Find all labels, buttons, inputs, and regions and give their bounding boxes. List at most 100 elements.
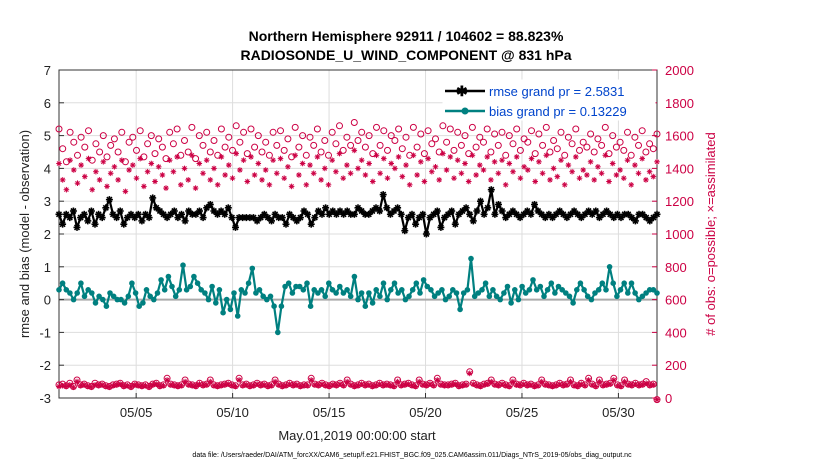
bias-point bbox=[650, 287, 657, 293]
bias-point bbox=[121, 300, 128, 306]
obs-assimilated-surface-point bbox=[535, 382, 541, 389]
bias-point bbox=[337, 283, 343, 290]
rmse-point bbox=[257, 214, 265, 222]
bias-point bbox=[643, 290, 649, 296]
obs-assimilated-point bbox=[613, 172, 620, 178]
obs-possible-point bbox=[605, 150, 613, 158]
obs-assimilated-point bbox=[536, 159, 542, 165]
bias-point bbox=[515, 296, 522, 303]
rmse-point bbox=[145, 214, 153, 222]
obs-assimilated-point bbox=[200, 170, 206, 177]
rmse-point bbox=[69, 207, 77, 215]
rmse-point bbox=[181, 217, 189, 225]
obs-possible-point bbox=[284, 135, 292, 143]
bias-point bbox=[205, 296, 212, 303]
obs-possible-point bbox=[110, 135, 118, 143]
series-obs-possible bbox=[55, 119, 661, 404]
rmse-point bbox=[199, 214, 207, 222]
obs-assimilated-point bbox=[502, 182, 509, 188]
obs-assimilated-point bbox=[248, 154, 254, 160]
obs-possible-point bbox=[494, 141, 502, 149]
series-bias bbox=[56, 255, 660, 336]
obs-possible-point bbox=[203, 128, 211, 136]
obs-assimilated-surface-point bbox=[146, 384, 152, 391]
obs-assimilated-surface-point bbox=[567, 378, 574, 385]
obs-assimilated-point bbox=[133, 175, 140, 181]
obs-possible-point bbox=[262, 138, 270, 146]
obs-possible-point bbox=[169, 140, 177, 148]
obs-assimilated-point bbox=[119, 157, 125, 163]
obs-possible-point bbox=[391, 137, 399, 144]
obs-assimilated-point bbox=[569, 168, 575, 175]
rmse-point bbox=[178, 210, 185, 218]
obs-possible-point bbox=[624, 128, 631, 136]
obs-possible-point bbox=[158, 143, 166, 151]
bias-point bbox=[165, 273, 172, 280]
bias-point bbox=[460, 290, 467, 296]
rmse-point bbox=[592, 207, 600, 215]
obs-assimilated-point bbox=[576, 175, 583, 181]
obs-assimilated-surface-point bbox=[139, 383, 145, 390]
rmse-point bbox=[307, 220, 315, 228]
obs-possible-point bbox=[295, 143, 303, 151]
obs-assimilated-surface-point bbox=[279, 383, 286, 390]
obs-assimilated-point bbox=[336, 150, 343, 157]
obs-possible-point bbox=[144, 140, 152, 148]
legend-rmse-marker: ✱ bbox=[456, 83, 468, 99]
obs-possible-point bbox=[579, 138, 587, 146]
obs-assimilated-point bbox=[107, 170, 114, 177]
rmse-point bbox=[232, 223, 239, 231]
obs-assimilated-surface-point bbox=[308, 377, 315, 383]
obs-assimilated-surface-point bbox=[344, 378, 351, 385]
obs-assimilated-surface-point bbox=[164, 377, 170, 383]
bias-point bbox=[537, 283, 544, 290]
obs-assimilated-point bbox=[262, 167, 269, 173]
bias-point bbox=[129, 280, 135, 287]
bias-point bbox=[570, 300, 576, 306]
obs-possible-point bbox=[140, 153, 148, 161]
bias-point bbox=[417, 290, 423, 296]
obs-assimilated-surface-point bbox=[297, 383, 304, 390]
obs-possible-point bbox=[505, 132, 513, 140]
rmse-point bbox=[433, 207, 441, 215]
bias-point bbox=[238, 287, 245, 293]
obs-possible-point bbox=[373, 123, 380, 131]
obs-assimilated-point bbox=[152, 178, 158, 185]
obs-assimilated-surface-point bbox=[456, 383, 462, 390]
bias-point bbox=[486, 293, 493, 300]
bias-point bbox=[439, 287, 445, 293]
rmse-point bbox=[59, 220, 67, 228]
obs-possible-point bbox=[59, 145, 67, 153]
bias-point bbox=[493, 293, 500, 300]
obs-possible-point bbox=[646, 140, 654, 148]
obs-possible-point bbox=[413, 143, 421, 151]
obs-possible-point bbox=[642, 148, 650, 156]
obs-possible-point bbox=[74, 151, 81, 159]
obs-assimilated-point bbox=[488, 177, 494, 183]
obs-assimilated-point bbox=[207, 177, 214, 183]
obs-possible-point bbox=[502, 151, 510, 159]
obs-assimilated-point bbox=[347, 170, 354, 177]
obs-assimilated-point bbox=[273, 170, 280, 177]
bias-point bbox=[457, 306, 463, 313]
obs-assimilated-surface-point bbox=[56, 383, 62, 390]
obs-assimilated-point bbox=[229, 175, 236, 181]
obs-possible-point bbox=[339, 146, 347, 154]
bias-point bbox=[285, 280, 292, 287]
obs-assimilated-point bbox=[122, 188, 129, 195]
bias-point bbox=[198, 287, 204, 293]
obs-assimilated-surface-point bbox=[387, 382, 394, 389]
obs-possible-point bbox=[590, 148, 598, 156]
bias-point bbox=[191, 273, 197, 280]
bias-point bbox=[497, 296, 504, 303]
bias-point bbox=[351, 273, 358, 280]
obs-possible-point bbox=[96, 148, 104, 156]
rmse-point bbox=[574, 210, 582, 218]
bias-point bbox=[581, 287, 587, 293]
obs-assimilated-point bbox=[318, 177, 324, 183]
bias-point bbox=[96, 293, 102, 300]
obs-assimilated-surface-point bbox=[95, 382, 102, 389]
obs-possible-point bbox=[428, 140, 436, 148]
bias-point bbox=[654, 290, 660, 296]
y-tick-label-right: 600 bbox=[665, 293, 687, 308]
